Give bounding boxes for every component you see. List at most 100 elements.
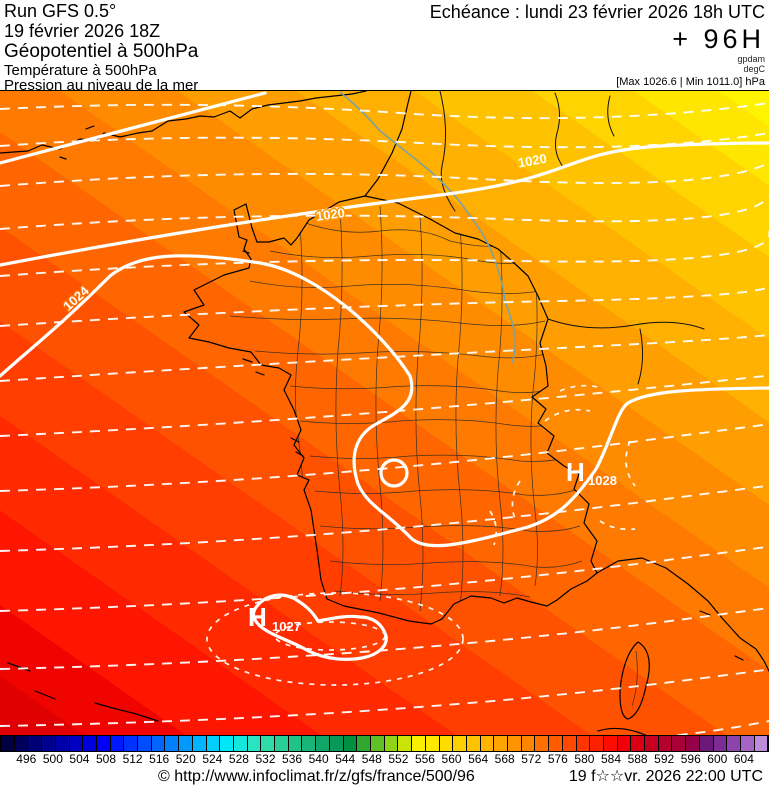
border-ne-1 (439, 91, 456, 212)
colorbar-label: 504 (69, 752, 90, 766)
colorbar-cell (658, 736, 673, 751)
high-center-H-1028: H (566, 457, 585, 487)
colorbar-cell (508, 736, 522, 751)
header-right: Echéance : lundi 23 février 2026 18h UTC… (430, 2, 765, 88)
minmax-pressure: [Max 1026.6 | Min 1011.0] hPa (616, 76, 765, 88)
colorbar-label: 524 (202, 752, 223, 766)
colorbar-cell (384, 736, 399, 751)
colorbar-cell (138, 736, 152, 751)
colorbar (0, 735, 769, 752)
colorbar-cell (316, 736, 330, 751)
colorbar-label: 564 (468, 752, 489, 766)
colorbar-cell (329, 736, 344, 751)
department-boundaries (229, 205, 583, 612)
high-center-H-1027: H (248, 602, 267, 632)
colorbar-cell (535, 736, 550, 751)
colorbar-label: 536 (282, 752, 303, 766)
colorbar-cell (151, 736, 166, 751)
isobar-1020 (0, 141, 769, 267)
param-pressure: Pression au niveau de la mer (4, 77, 199, 94)
colorbar-cell (275, 736, 289, 751)
colorbar-label: 520 (175, 752, 196, 766)
france-map: 1020 1020 1024 H 1028 H 1027 (0, 90, 769, 736)
isobars (0, 91, 769, 661)
colorbar-label: 588 (627, 752, 648, 766)
footer-datetime: 19 f☆☆vr. 2026 22:00 UTC (568, 768, 763, 785)
colorbar-cell (55, 736, 70, 751)
colorbar-cell (603, 736, 618, 751)
atlantic-islands (242, 358, 304, 457)
param-temperature: Température à 500hPa (4, 62, 157, 79)
colorbar-cell (672, 736, 687, 751)
colorbar-cell (466, 736, 481, 751)
colorbar-cell (206, 736, 221, 751)
isobar-1024-snake (0, 254, 769, 548)
isobar-label-1020-west: 1020 (315, 205, 346, 224)
colorbar-cell (14, 736, 29, 751)
colorbar-cell (124, 736, 139, 751)
river-or-thickness-line (339, 91, 516, 364)
colorbar-cell (590, 736, 604, 751)
unit-gpdam: gpdam (737, 54, 765, 64)
colorbar-label: 512 (122, 752, 143, 766)
italy-islets (699, 610, 744, 661)
sardinia-tip (597, 727, 649, 736)
colorbar-cell (83, 736, 97, 751)
colorbar-cell (165, 736, 180, 751)
colorbar-cell (192, 736, 207, 751)
coastlines (0, 91, 769, 736)
header: Run GFS 0.5° 19 février 2026 18Z Géopote… (0, 0, 769, 94)
spain-coast (7, 662, 159, 722)
colorbar-cell (233, 736, 248, 751)
colorbar-cell (549, 736, 563, 751)
colorbar-cell (576, 736, 591, 751)
colorbar-cell (740, 736, 755, 751)
italy-coast (596, 557, 769, 672)
colorbar-cell (357, 736, 371, 751)
colorbar-label: 596 (680, 752, 701, 766)
colorbar-label: 508 (96, 752, 117, 766)
isobar-top-left (0, 91, 267, 165)
isobar-label-1020-east: 1020 (517, 151, 548, 171)
colorbar-label: 584 (600, 752, 622, 766)
colorbar-label: 516 (149, 752, 170, 766)
colorbar-label: 560 (441, 752, 462, 766)
colorbar-label: 500 (42, 752, 63, 766)
cornwall-islets (59, 125, 95, 160)
border-east-1 (547, 318, 705, 330)
colorbar-cell (617, 736, 632, 751)
colorbar-label: 568 (494, 752, 515, 766)
colorbar-cell (110, 736, 125, 751)
colorbar-cell (42, 736, 56, 751)
border-ne-3 (607, 95, 615, 137)
colorbar-cell (453, 736, 467, 751)
england-coast (0, 91, 367, 154)
colorbar-cell (261, 736, 276, 751)
run-date: 19 février 2026 18Z (4, 21, 161, 41)
colorbar-label: 576 (547, 752, 568, 766)
forecast-hour: + 96H (672, 24, 765, 54)
colorbar-cell (302, 736, 317, 751)
colorbar-label: 496 (16, 752, 37, 766)
colorbar-cell (686, 736, 700, 751)
colorbar-cell (1, 736, 15, 751)
colorbar-cell (220, 736, 234, 751)
colorbar-label: 532 (255, 752, 276, 766)
colorbar-label: 528 (228, 752, 249, 766)
colorbar-cell (521, 736, 536, 751)
echeance: Echéance : lundi 23 février 2026 18h UTC (429, 2, 765, 22)
colorbar-cell (247, 736, 262, 751)
colorbar-label: 604 (733, 752, 754, 766)
colorbar-cell (96, 736, 111, 751)
map-overlay-svg: 1020 1020 1024 H 1028 H 1027 (0, 91, 769, 736)
param-geopotential: Géopotentiel à 500hPa (4, 41, 199, 62)
corsica-outline (619, 641, 650, 720)
colorbar-cell (179, 736, 193, 751)
colorbar-cell (631, 736, 646, 751)
colorbar-label: 572 (521, 752, 542, 766)
isobar-1027-loop (251, 593, 388, 661)
colorbar-label: 592 (654, 752, 675, 766)
colorbar-label: 556 (414, 752, 435, 766)
high-value-1027: 1027 (272, 619, 301, 634)
colorbar-cell (439, 736, 454, 751)
